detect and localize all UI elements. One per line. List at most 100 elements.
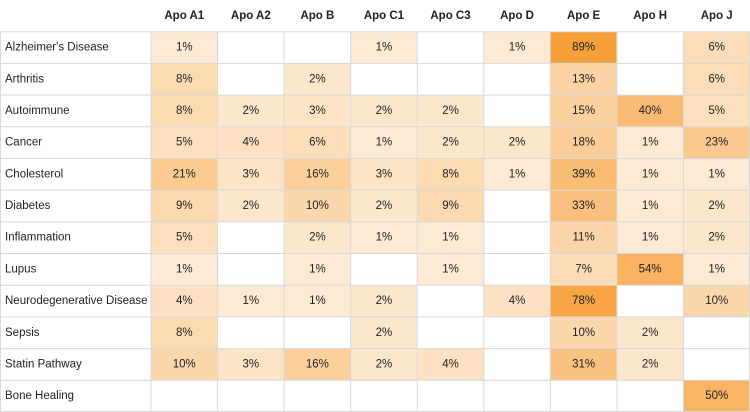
cell (683, 253, 750, 286)
row-label: Statin Pathway (5, 358, 82, 370)
cell (616, 316, 684, 349)
cell-label: 78% (572, 295, 595, 307)
cell-label: 54% (639, 263, 662, 275)
cell (550, 31, 617, 64)
cell (151, 221, 218, 254)
row-label: Bone Healing (5, 390, 74, 402)
cell-label: 1% (376, 137, 393, 149)
cell-label: 18% (572, 137, 595, 149)
column-header: Apo B (300, 10, 334, 22)
cell (350, 158, 418, 191)
cell (284, 126, 351, 159)
cell (683, 221, 750, 254)
cell (350, 190, 418, 222)
cell (284, 158, 351, 191)
column-header: Apo C1 (364, 10, 405, 22)
cell-label: 3% (243, 358, 260, 370)
cell-label: 89% (572, 42, 595, 54)
cell (683, 31, 750, 64)
cell-label: 1% (376, 42, 393, 54)
cell (151, 285, 218, 317)
cell-label: 1% (708, 168, 725, 180)
cell-label: 2% (376, 105, 393, 117)
cell-label: 8% (176, 105, 193, 117)
cell (417, 221, 484, 254)
cell (417, 126, 484, 159)
cell (284, 190, 351, 222)
cell-label: 1% (243, 295, 260, 307)
cell (550, 63, 617, 96)
cell (550, 126, 617, 159)
cell (217, 190, 285, 222)
cell-label: 2% (309, 232, 326, 244)
cell-label: 1% (309, 295, 326, 307)
cell-label: 3% (243, 168, 260, 180)
cell-label: 3% (309, 105, 326, 117)
cell (483, 158, 551, 191)
cell (417, 190, 484, 222)
cell (550, 285, 617, 317)
cell-label: 8% (176, 327, 193, 339)
cell-label: 23% (705, 137, 728, 149)
cell (350, 285, 418, 317)
cell-label: 1% (509, 168, 526, 180)
cell-label: 7% (575, 263, 592, 275)
cell (284, 95, 351, 127)
cell (683, 63, 750, 96)
cell-label: 39% (572, 168, 595, 180)
column-header: Apo E (567, 10, 601, 22)
cell-label: 10% (173, 358, 196, 370)
cell (151, 63, 218, 96)
cell-label: 2% (243, 200, 260, 212)
cell-label: 2% (708, 232, 725, 244)
cell-label: 4% (243, 137, 260, 149)
cell (217, 126, 285, 159)
cell-label: 1% (708, 263, 725, 275)
cell-label: 6% (309, 137, 326, 149)
cell-label: 4% (509, 295, 526, 307)
cell (217, 285, 285, 317)
cell-label: 31% (572, 358, 595, 370)
cell (483, 285, 551, 317)
cell-label: 2% (243, 105, 260, 117)
column-header: Apo C3 (430, 10, 470, 22)
cell (483, 126, 551, 159)
column-header: Apo D (500, 10, 534, 22)
cell (151, 158, 218, 191)
cell (350, 348, 418, 381)
cell (417, 253, 484, 286)
cell-label: 8% (442, 168, 459, 180)
cell-label: 1% (642, 168, 659, 180)
cell (550, 348, 617, 381)
row-label: Lupus (5, 263, 37, 275)
cell (616, 348, 684, 381)
cell (683, 95, 750, 127)
cell-label: 2% (376, 358, 393, 370)
cell (683, 126, 750, 159)
cell-label: 16% (306, 358, 329, 370)
cell-label: 2% (642, 327, 659, 339)
cell-label: 6% (708, 42, 725, 54)
cell-label: 1% (176, 42, 193, 54)
cell-label: 21% (173, 168, 196, 180)
cell (284, 285, 351, 317)
row-label: Cholesterol (5, 168, 63, 180)
cell-label: 1% (509, 42, 526, 54)
cell-label: 2% (442, 105, 459, 117)
cell-label: 8% (176, 73, 193, 85)
cell-label: 2% (376, 327, 393, 339)
row-label: Alzheimer's Disease (5, 42, 109, 54)
cell (284, 221, 351, 254)
cell-label: 10% (306, 200, 329, 212)
row-label: Neurodegenerative Disease (5, 295, 148, 307)
cell (350, 95, 418, 127)
cell-label: 13% (572, 73, 595, 85)
cell (151, 95, 218, 127)
cell-label: 1% (442, 263, 459, 275)
cell (550, 158, 617, 191)
row-label: Inflammation (5, 232, 71, 244)
cell-label: 5% (176, 137, 193, 149)
cell (284, 348, 351, 381)
cell-label: 10% (705, 295, 728, 307)
